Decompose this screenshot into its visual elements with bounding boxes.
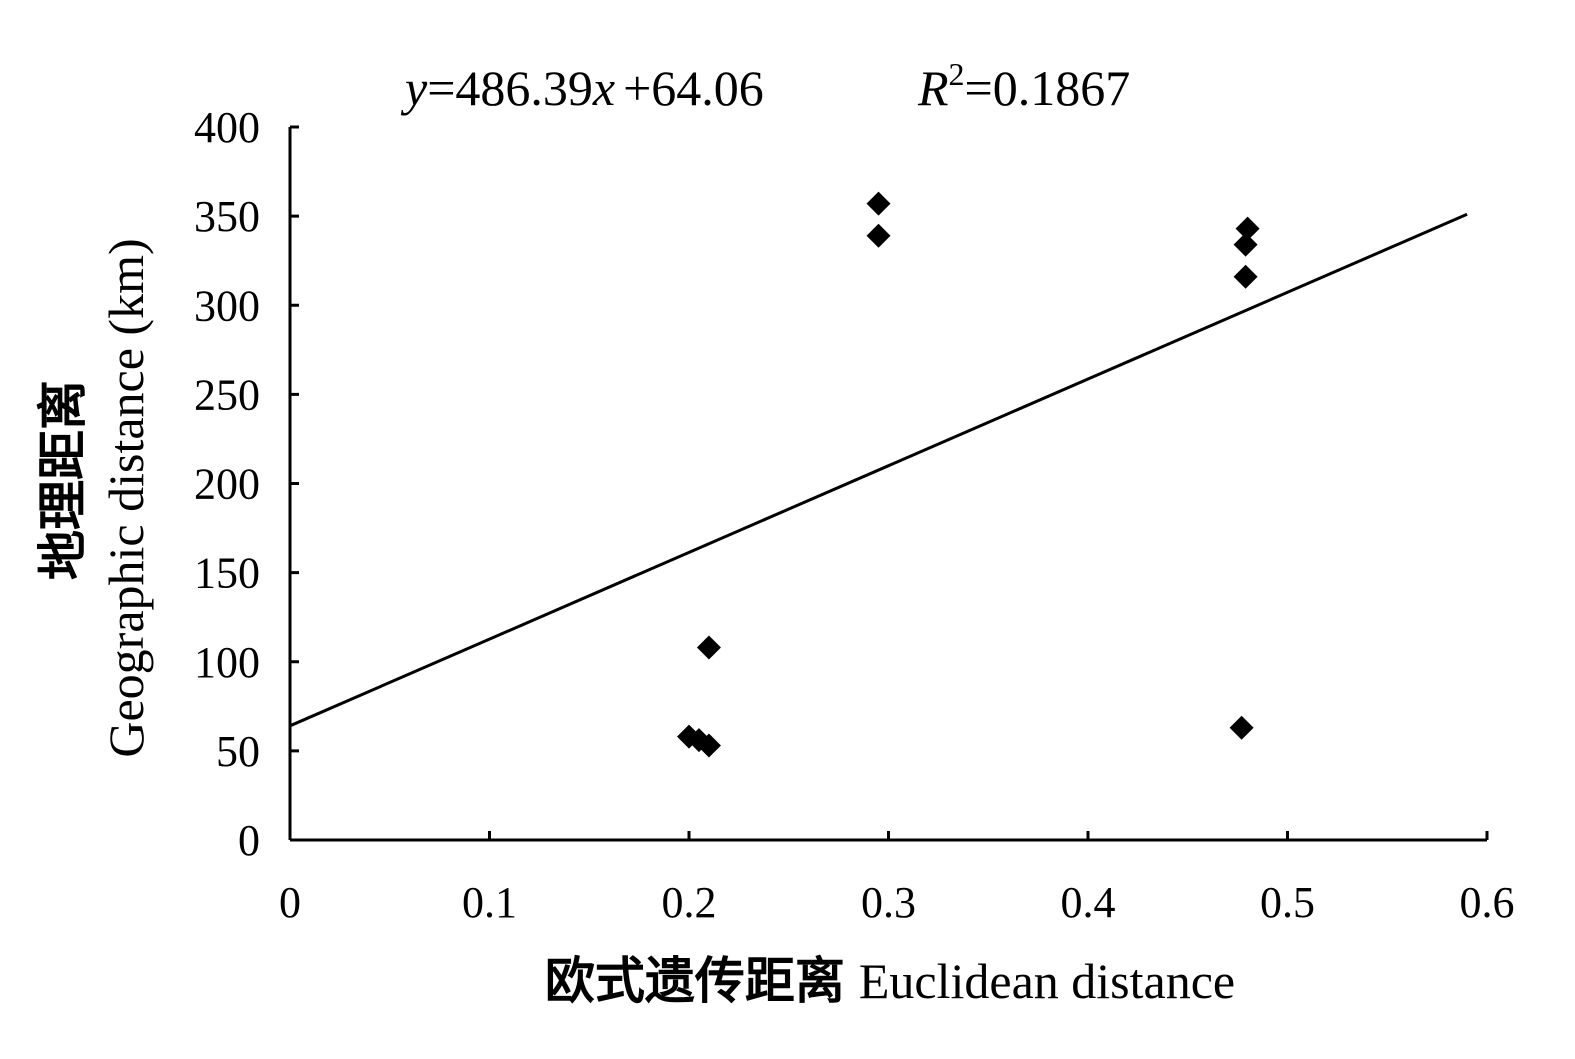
regression-equation: y=486.39x +64.06 xyxy=(400,60,764,116)
x-axis-title-en: Euclidean distance xyxy=(859,953,1235,1009)
r2-value: =0.1867 xyxy=(965,60,1131,116)
data-points xyxy=(677,191,1260,758)
x-tick-label: 0.5 xyxy=(1260,878,1315,927)
data-point xyxy=(696,635,721,660)
r2-superscript: 2 xyxy=(949,56,965,92)
data-point xyxy=(1235,216,1260,241)
x-ticks: 0 0.1 0.2 0.3 0.4 0.5 0.6 xyxy=(279,831,1515,927)
x-tick-label: 0.1 xyxy=(462,878,517,927)
y-tick-label: 200 xyxy=(194,460,260,509)
data-point xyxy=(866,223,891,248)
y-axis-title-cn: 地理距离 xyxy=(35,380,91,580)
r-squared: R2=0.1867 xyxy=(917,56,1130,116)
y-ticks: 0 50 100 150 200 250 300 350 400 xyxy=(194,103,299,865)
y-tick-label: 150 xyxy=(194,549,260,598)
equation-x: x xyxy=(592,60,615,116)
r2-label: R xyxy=(917,60,949,116)
equation-intercept: +64.06 xyxy=(623,60,764,116)
x-tick-label: 0.3 xyxy=(861,878,916,927)
x-axis-title: 欧式遗传距离 Euclidean distance xyxy=(545,952,1235,1010)
x-tick-label: 0.2 xyxy=(662,878,717,927)
y-tick-label: 250 xyxy=(194,370,260,419)
y-tick-label: 0 xyxy=(238,816,260,865)
y-tick-label: 400 xyxy=(194,103,260,152)
y-tick-label: 50 xyxy=(216,727,260,776)
data-point xyxy=(696,733,721,758)
data-point xyxy=(866,191,891,216)
y-tick-label: 350 xyxy=(194,192,260,241)
y-tick-label: 300 xyxy=(194,281,260,330)
data-point xyxy=(1233,232,1258,257)
data-point xyxy=(1233,264,1258,289)
x-axis-title-cn: 欧式遗传距离 xyxy=(545,952,845,1010)
data-point xyxy=(1229,715,1254,740)
x-tick-label: 0.4 xyxy=(1061,878,1116,927)
x-tick-label: 0 xyxy=(279,878,301,927)
y-axis-title-en: Geographic distance (km) xyxy=(98,238,154,757)
equation-y: y xyxy=(400,60,428,116)
y-tick-label: 100 xyxy=(194,638,260,687)
x-tick-label: 0.6 xyxy=(1460,878,1515,927)
equation-slope: =486.39 xyxy=(427,60,593,116)
trendline xyxy=(289,212,1468,728)
